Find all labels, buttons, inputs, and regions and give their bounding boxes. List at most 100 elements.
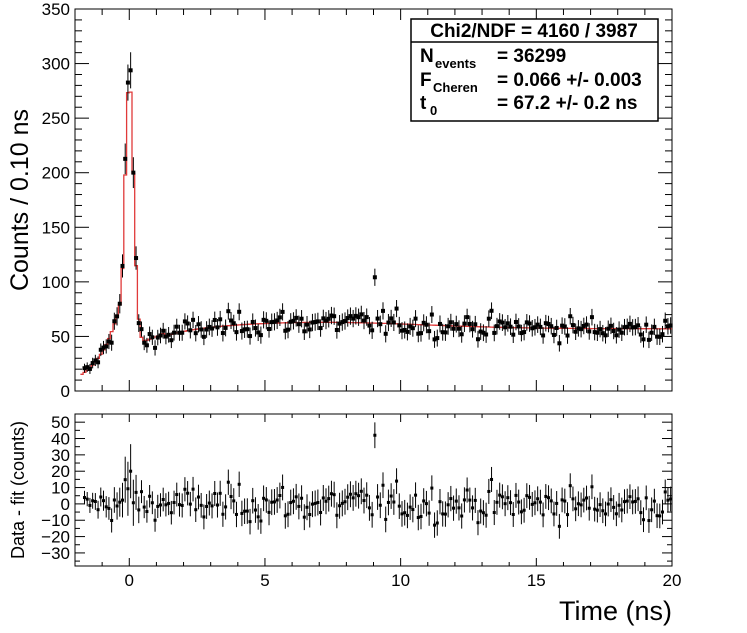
data-point <box>592 330 597 335</box>
residual-point <box>118 500 122 504</box>
residual-point <box>541 513 545 517</box>
data-point <box>144 343 149 348</box>
data-point <box>546 322 551 327</box>
data-point <box>275 318 280 323</box>
data-point <box>139 327 144 332</box>
residual-point <box>427 511 431 515</box>
residual-point <box>492 511 496 515</box>
data-point <box>421 320 426 325</box>
data-point <box>402 327 407 332</box>
residual-point <box>243 509 247 513</box>
top-axis-ticks: 0 50 100 150 200 250 300 350 <box>42 0 673 401</box>
residual-point <box>319 510 323 514</box>
residual-point <box>218 491 222 495</box>
residual-point <box>107 506 111 510</box>
residual-point <box>191 487 195 491</box>
residual-point <box>283 514 287 518</box>
data-point <box>343 319 348 324</box>
data-point <box>153 345 158 350</box>
data-point <box>150 335 155 340</box>
residual-point <box>115 504 119 508</box>
residual-points-group <box>82 422 673 539</box>
data-point <box>589 315 594 320</box>
stats-chi2: Chi2/NDF = 4160 / 3987 <box>430 21 638 42</box>
residual-point <box>202 515 206 519</box>
x-tick-label: 15 <box>527 571 546 590</box>
data-point <box>448 320 453 325</box>
residual-point <box>158 503 162 507</box>
residual-point <box>253 508 257 512</box>
data-point <box>242 327 247 332</box>
data-point <box>513 319 518 324</box>
data-point <box>324 318 329 323</box>
data-point <box>446 324 451 329</box>
residual-point <box>264 498 268 502</box>
data-point <box>470 327 475 332</box>
data-point <box>85 365 90 370</box>
data-point <box>372 275 377 280</box>
data-point <box>169 338 174 343</box>
data-point <box>630 325 635 330</box>
data-point <box>370 328 375 333</box>
residual-point <box>479 509 483 513</box>
data-point <box>332 314 337 319</box>
data-point <box>399 328 404 333</box>
data-point <box>622 325 627 330</box>
residual-point <box>167 501 171 505</box>
bottom-plot-frame <box>74 413 673 567</box>
residual-point <box>351 496 355 500</box>
data-point <box>337 321 342 326</box>
residual-point <box>557 524 561 528</box>
data-point <box>579 327 584 332</box>
data-point <box>305 322 310 327</box>
residual-point <box>148 494 152 498</box>
residual-point <box>131 501 135 505</box>
data-point <box>595 330 600 335</box>
residual-point <box>628 495 632 499</box>
fit-curve <box>80 91 672 375</box>
top-y-tick-label: 50 <box>51 327 70 346</box>
residual-point <box>139 490 143 494</box>
residual-point <box>636 497 640 501</box>
residual-point <box>576 502 580 506</box>
data-point <box>465 315 470 320</box>
residual-point <box>224 505 228 509</box>
residual-point <box>414 493 418 497</box>
residual-point <box>595 508 599 512</box>
residual-point <box>183 487 187 491</box>
residual-point <box>229 494 233 498</box>
data-point <box>264 318 269 323</box>
data-point <box>299 316 304 321</box>
data-point <box>163 334 168 339</box>
residual-point <box>604 512 608 516</box>
top-y-tick-label: 0 <box>61 382 70 401</box>
data-point <box>348 314 353 319</box>
data-point <box>646 337 651 342</box>
residual-point <box>620 508 624 512</box>
bottom-y-tick-label: −10 <box>41 511 70 530</box>
data-point <box>424 322 429 327</box>
data-point <box>302 329 307 334</box>
data-point <box>413 316 418 321</box>
data-point <box>185 321 190 326</box>
data-point <box>473 322 478 327</box>
data-point <box>294 315 299 320</box>
residual-point <box>631 500 635 504</box>
data-point <box>378 322 383 327</box>
data-point <box>665 324 670 329</box>
data-point <box>500 320 505 325</box>
residual-point <box>392 500 396 504</box>
data-point <box>296 322 301 327</box>
residual-point <box>408 505 412 509</box>
data-point <box>627 321 632 326</box>
data-point <box>267 327 272 332</box>
data-point <box>486 316 491 321</box>
data-point <box>522 330 527 335</box>
data-point <box>435 336 440 341</box>
residual-point <box>452 506 456 510</box>
residual-point <box>357 494 361 498</box>
residual-point <box>286 512 290 516</box>
residual-point <box>663 490 667 494</box>
data-point <box>524 320 529 325</box>
